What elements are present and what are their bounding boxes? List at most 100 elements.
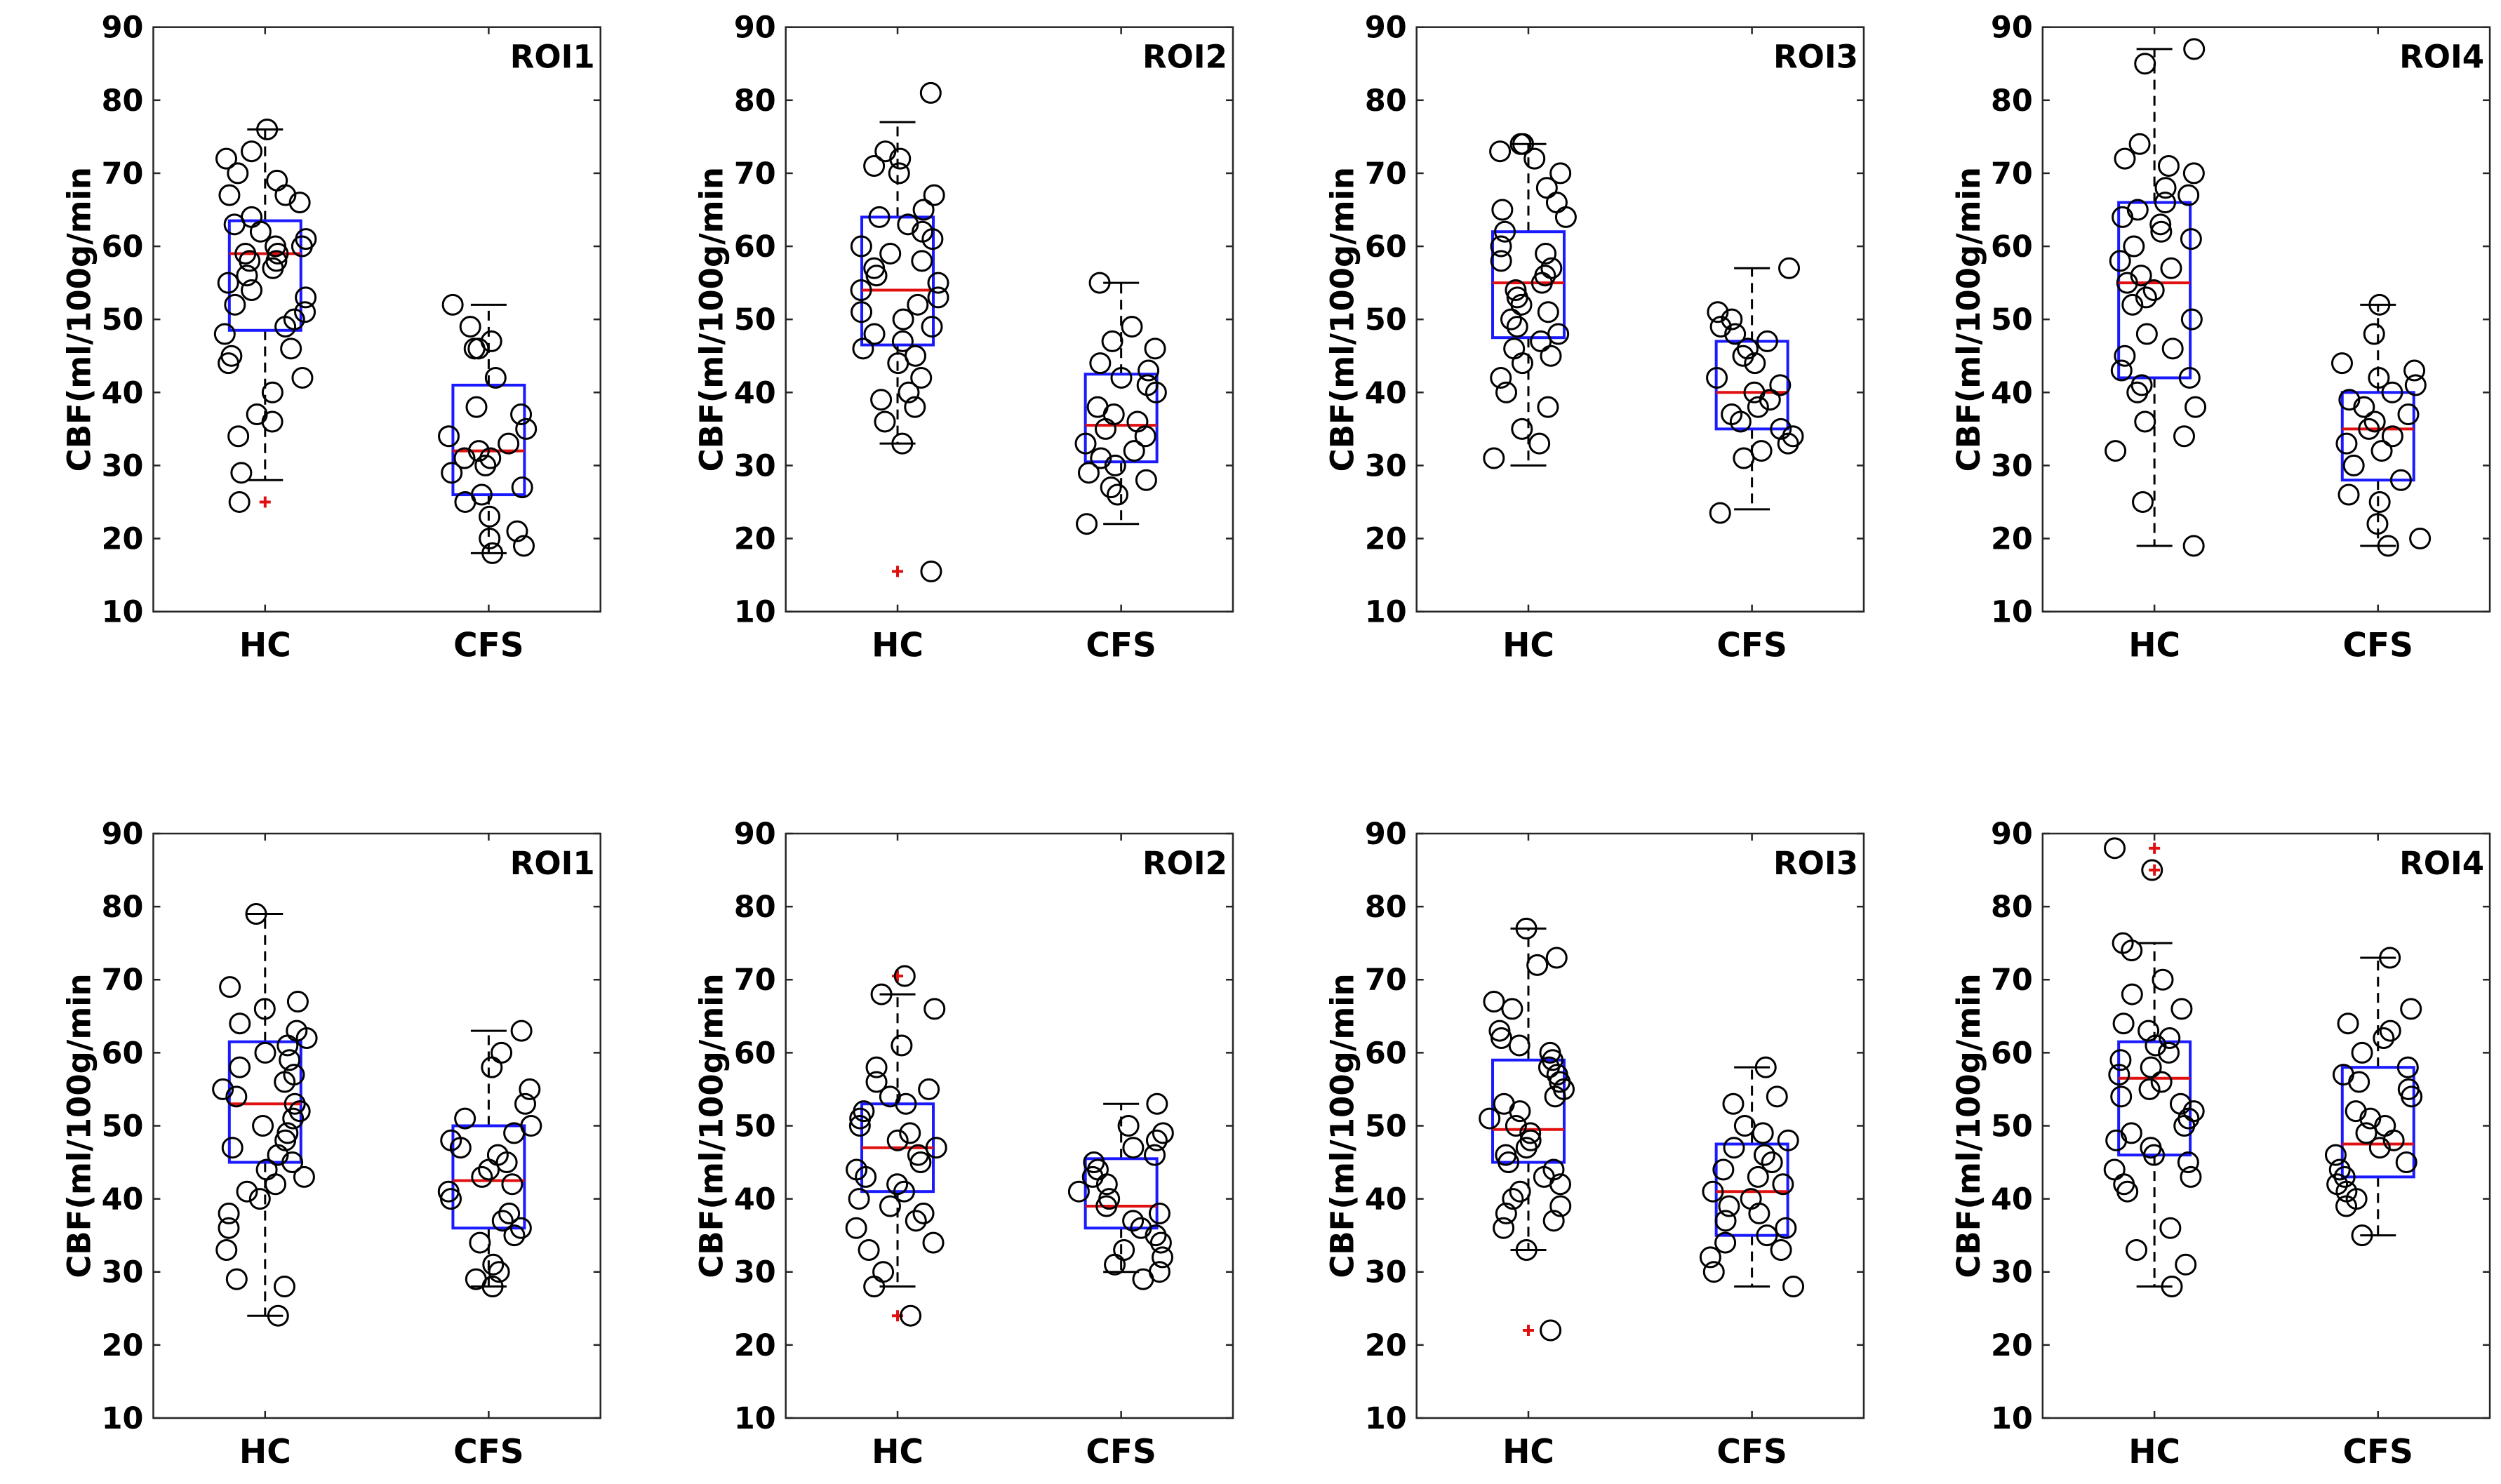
data-point [267,242,289,265]
data-point [927,286,949,309]
data-point [1145,1129,1168,1151]
data-point [2359,1107,2382,1130]
data-point [899,1122,921,1144]
data-point [2160,257,2182,279]
data-point [891,330,914,352]
iqr-box [1714,340,1789,431]
data-point [223,213,246,236]
data-point [897,213,919,236]
data-point [465,396,488,418]
data-point [2142,279,2165,302]
y-tick-label: 20 [1991,1328,2033,1363]
data-point [1509,1180,1531,1203]
data-point [2170,998,2193,1020]
data-point [1756,330,1778,352]
data-point [910,366,933,389]
data-point [481,542,504,564]
data-point [1540,1319,1562,1342]
points-hc [2105,38,2207,557]
y-tick-label: 80 [734,890,776,925]
data-point [927,272,949,294]
y-tick-label: 50 [102,302,144,337]
data-point [1538,1056,1560,1078]
points-hc [1479,917,1575,1342]
iqr-box [1083,1157,1159,1230]
y-tick-label: 80 [1991,890,2033,925]
data-point [2126,1238,2148,1261]
data-point [1526,954,1549,976]
data-point [2110,1085,2133,1108]
y-tick-label: 50 [102,1109,144,1144]
y-tick-label: 40 [1991,375,2033,410]
x-tick-label: HC [872,627,923,665]
axes-frame [152,26,601,613]
points-hc [212,903,318,1327]
y-tick-label: 80 [734,83,776,119]
y-tick-label: 60 [734,1036,776,1071]
data-point [2348,1071,2370,1093]
data-point [274,316,297,338]
data-point [479,528,501,550]
y-tick-label: 70 [102,156,144,192]
data-point [506,520,528,542]
data-point [1121,316,1143,338]
data-point [241,279,263,302]
y-tick-label: 20 [1365,522,1407,557]
data-point [2183,38,2206,60]
data-point [295,1027,318,1050]
y-tick-label: 40 [102,1182,144,1217]
x-tick-label: HC [2128,627,2180,665]
axes-frame [2041,26,2491,613]
data-point [2137,1020,2160,1042]
panel-title: ROI2 [1142,39,1227,76]
data-point [441,462,463,484]
y-tick-label: 80 [1991,83,2033,119]
panel-7: 10 20 30 40 50 60 70 80 90 HC CFS CBF(ml/100g/min RO… [1324,817,1865,1471]
data-point [870,983,893,1005]
y-tick-label: 40 [102,375,144,410]
y-axis-label: CBF(ml/100g/min [60,167,98,472]
axes-frame [1415,26,1865,613]
data-point [1134,425,1156,448]
panel-title: ROI4 [2399,845,2484,882]
data-point [1505,1114,1527,1137]
y-tick-label: 60 [102,229,144,265]
data-point [291,235,313,258]
data-point [1494,220,1516,243]
data-point [488,1261,510,1283]
data-point [2159,1027,2181,1050]
axes-frame [1415,832,1865,1419]
data-point [2185,396,2207,418]
data-point [510,1020,533,1042]
data-point [1718,1195,1740,1217]
data-point [863,1276,886,1298]
y-axis-label: CBF(ml/100g/min [693,167,731,472]
data-point [1759,389,1781,411]
panel-title: ROI1 [510,845,595,882]
data-point [2173,425,2196,448]
data-point [887,352,909,375]
data-point [1067,1180,1090,1203]
data-point [1123,440,1145,462]
data-point [2104,837,2126,860]
data-point [1753,1144,1775,1166]
data-point [1733,1114,1756,1137]
data-point [230,462,253,484]
y-tick-label: 90 [1991,11,2033,46]
data-point [511,476,533,499]
data-point [1554,206,1577,228]
data-point [919,81,942,104]
x-tick-label: CFS [2343,1433,2413,1471]
y-tick-label: 60 [102,1036,144,1071]
data-point [2112,1012,2135,1035]
box-hc [1491,927,1566,1337]
data-point [2379,947,2401,969]
data-point [1501,998,1523,1020]
data-point [907,293,929,316]
data-point [2121,293,2144,316]
data-point [1714,1210,1737,1232]
data-point [2177,184,2200,206]
y-tick-label: 70 [102,963,144,998]
data-point [2108,1064,2130,1086]
data-point [2161,337,2184,360]
